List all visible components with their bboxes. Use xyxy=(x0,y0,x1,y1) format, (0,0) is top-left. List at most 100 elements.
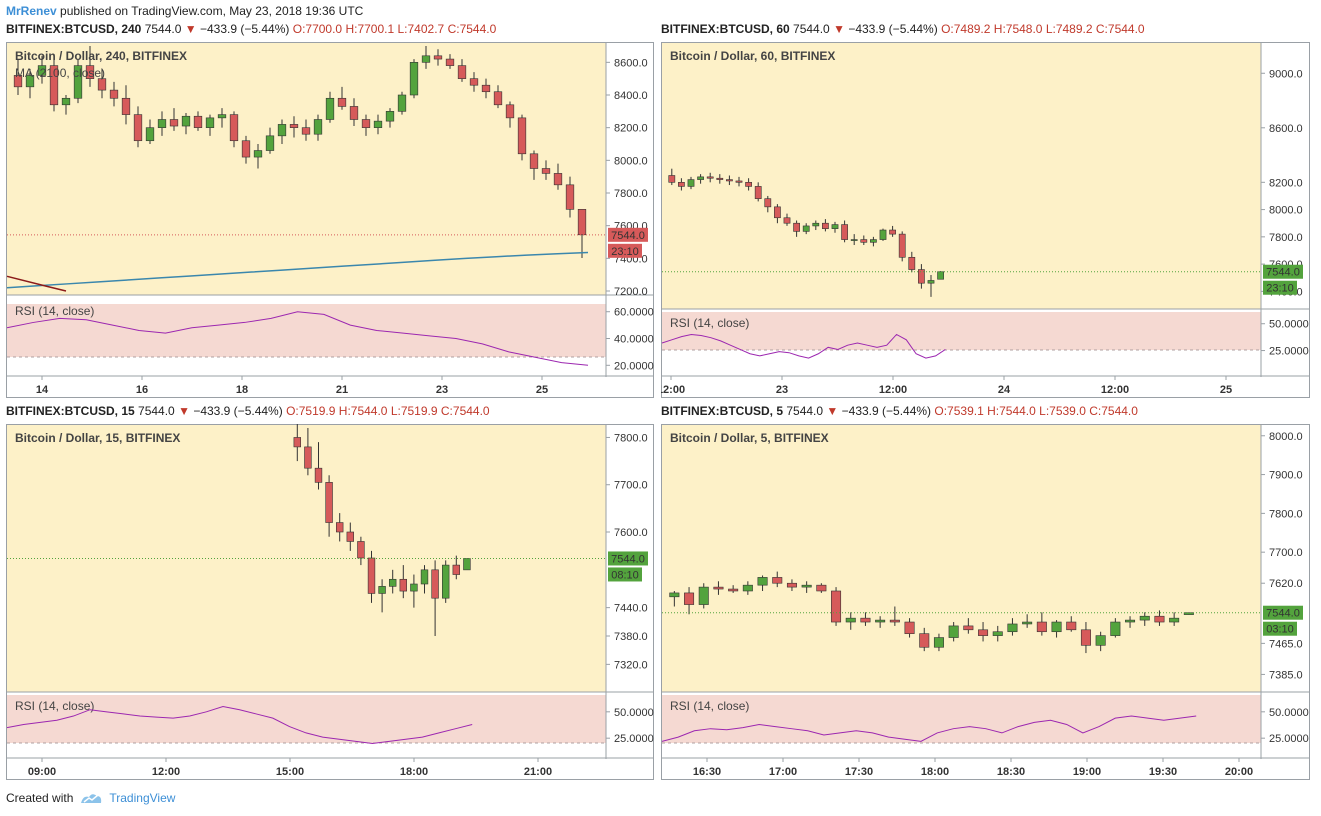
chart-panel-5[interactable]: 8000.0 7900.0 7800.0 7700.0 7620.0 7465.0 7385… xyxy=(661,424,1310,780)
candle-up xyxy=(277,119,287,144)
candle-up xyxy=(157,111,167,136)
y-tick-label: 8600.0 xyxy=(614,57,648,69)
candle-body xyxy=(361,119,371,128)
candle-down xyxy=(304,428,312,476)
x-tick-label: 18:00 xyxy=(400,766,428,778)
candle-body xyxy=(875,619,886,623)
author-link[interactable]: MrRenev xyxy=(6,4,57,18)
candle-up xyxy=(1022,614,1033,628)
ma-legend: MA (2100, close) xyxy=(15,66,105,80)
rsi-band xyxy=(662,312,1261,350)
candle-body xyxy=(793,222,800,232)
low-value: L:7489.2 xyxy=(1045,22,1093,36)
candle-down xyxy=(13,59,23,95)
candle-body xyxy=(978,629,989,636)
chart-panel-240[interactable]: 8600.08400.08200.08000.07800.07600.07400… xyxy=(6,42,654,398)
x-tick-label: 16:30 xyxy=(693,766,721,778)
price-pane xyxy=(662,425,1261,692)
candle-down xyxy=(898,231,906,262)
chart-panel-15[interactable]: 7800.0 7700.0 7600.0 7440.0 7380.0 7320.0 7544… xyxy=(6,424,654,780)
candle-up xyxy=(373,114,383,135)
candle-body xyxy=(1022,621,1033,625)
rsi-legend: RSI (14, close) xyxy=(15,304,94,318)
candle-down xyxy=(1036,612,1047,636)
candle-body xyxy=(1139,615,1150,621)
candle-down xyxy=(445,54,455,69)
y-tick-label: 7385.0 xyxy=(1269,669,1303,681)
y-tick-label: 7380.0 xyxy=(614,631,648,643)
candle-body xyxy=(904,621,915,634)
candle-down xyxy=(841,220,848,243)
candle-down xyxy=(772,571,783,588)
candle-body xyxy=(1095,635,1106,646)
last-price: 7544.0 xyxy=(786,404,824,418)
candle-body xyxy=(452,564,460,575)
candle-down xyxy=(241,135,251,164)
candle-body xyxy=(325,482,333,523)
candle-body xyxy=(277,124,287,137)
rsi-tick-label: 20.0000 xyxy=(614,360,654,372)
low-value: L:7519.9 xyxy=(390,404,438,418)
change-value: −433.9 (−5.44%) xyxy=(199,22,290,36)
candle-down xyxy=(399,565,407,599)
candle-body xyxy=(850,239,858,241)
tradingview-link[interactable]: TradingView xyxy=(109,791,176,805)
candle-body xyxy=(553,173,563,186)
candle-up xyxy=(1169,612,1180,626)
candle-up xyxy=(463,558,471,571)
change-value: −433.9 (−5.44%) xyxy=(841,404,932,418)
price-pane xyxy=(662,43,1261,309)
close-value: C:7544.0 xyxy=(1095,22,1145,36)
candle-up xyxy=(850,234,858,246)
candle-body xyxy=(713,586,724,590)
candle-down xyxy=(361,114,371,136)
price-pane xyxy=(7,43,606,295)
candle-down xyxy=(517,114,527,161)
candle-down xyxy=(919,627,930,652)
candle-body xyxy=(37,65,47,76)
x-tick-label: 17:30 xyxy=(845,766,873,778)
candle-down xyxy=(745,178,752,191)
series-legend: Bitcoin / Dollar, 5, BITFINEX xyxy=(670,431,829,445)
candle-body xyxy=(410,583,418,592)
candle-body xyxy=(1183,612,1194,615)
candle-body xyxy=(313,119,323,135)
candle-up xyxy=(1051,620,1062,638)
rsi-band xyxy=(662,695,1261,743)
candle-body xyxy=(678,182,685,187)
x-tick-label: 18:00 xyxy=(921,766,949,778)
candle-body xyxy=(73,65,83,99)
x-tick-label: 12:00 xyxy=(1101,384,1129,396)
candle-body xyxy=(399,578,407,592)
y-tick-label: 7900.0 xyxy=(1269,470,1303,482)
candle-body xyxy=(783,217,791,224)
candle-body xyxy=(1080,629,1091,646)
candle-down xyxy=(49,54,59,112)
candle-body xyxy=(373,120,383,128)
candle-down xyxy=(431,560,439,636)
candle-body xyxy=(841,224,848,240)
y-tick-label: 9000.0 xyxy=(1269,68,1303,80)
rsi-tick-label: 25.0000 xyxy=(1269,733,1309,745)
candle-body xyxy=(357,541,365,559)
candle-body xyxy=(109,89,119,99)
candle-down xyxy=(978,622,989,642)
countdown-tag: 23:10 xyxy=(1266,283,1294,295)
rsi-legend: RSI (14, close) xyxy=(670,316,749,330)
candle-down xyxy=(565,176,575,218)
x-tick-label: 15:00 xyxy=(276,766,304,778)
candle-body xyxy=(529,153,539,169)
candle-up xyxy=(757,575,768,591)
candle-down xyxy=(229,111,239,148)
candle-body xyxy=(1169,617,1180,623)
candle-down xyxy=(553,163,563,190)
chart-panel-60[interactable]: 9000.08600.08200.08000.07800.07600.07400… xyxy=(661,42,1310,398)
candle-up xyxy=(181,112,191,135)
rsi-line xyxy=(6,706,473,744)
candle-body xyxy=(346,531,354,542)
candle-body xyxy=(304,446,312,469)
candle-body xyxy=(698,586,709,605)
symbol-label: BITFINEX:BTCUSD, 15 xyxy=(6,404,135,418)
x-tick-label: 25 xyxy=(536,384,548,396)
candle-body xyxy=(812,222,820,227)
